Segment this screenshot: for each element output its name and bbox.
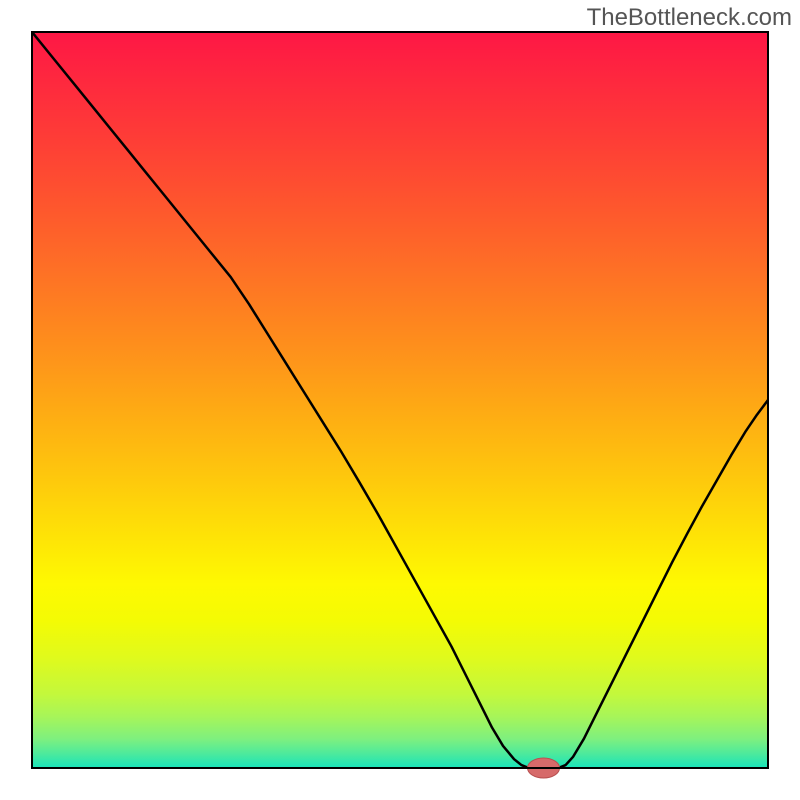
chart-container: TheBottleneck.com — [0, 0, 800, 800]
bottleneck-chart — [0, 0, 800, 800]
gradient-background — [32, 32, 768, 768]
watermark-text: TheBottleneck.com — [587, 4, 792, 32]
plot-area — [32, 32, 768, 778]
